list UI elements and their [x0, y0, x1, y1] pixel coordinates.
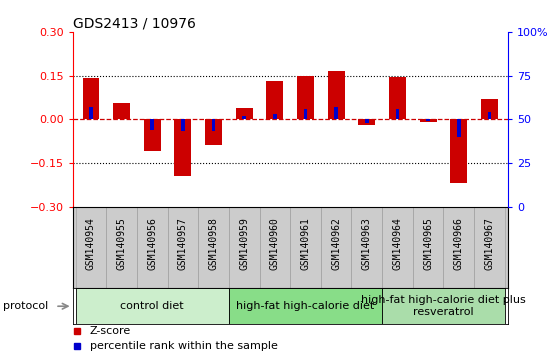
- Bar: [444, 207, 474, 289]
- Bar: [358, 119, 375, 125]
- Bar: [450, 119, 467, 183]
- Text: protocol: protocol: [3, 301, 49, 311]
- Text: GSM140964: GSM140964: [392, 217, 402, 270]
- Bar: [211, 119, 215, 131]
- Bar: [83, 78, 99, 119]
- Bar: [198, 207, 229, 289]
- Bar: [488, 112, 491, 119]
- Text: GSM140961: GSM140961: [301, 217, 310, 270]
- Text: GSM140958: GSM140958: [209, 217, 219, 270]
- Bar: [457, 119, 460, 137]
- Bar: [481, 99, 498, 119]
- Bar: [106, 207, 137, 289]
- Bar: [229, 289, 382, 324]
- Bar: [420, 119, 436, 122]
- Bar: [229, 207, 259, 289]
- Bar: [167, 207, 198, 289]
- Text: Z-score: Z-score: [90, 326, 131, 337]
- Text: GSM140960: GSM140960: [270, 217, 280, 270]
- Text: GSM140962: GSM140962: [331, 217, 341, 270]
- Text: GSM140967: GSM140967: [484, 217, 494, 270]
- Bar: [89, 107, 93, 119]
- Bar: [474, 207, 505, 289]
- Bar: [259, 207, 290, 289]
- Bar: [75, 207, 106, 289]
- Text: GSM140963: GSM140963: [362, 217, 372, 270]
- Text: GSM140957: GSM140957: [178, 217, 188, 270]
- Text: control diet: control diet: [121, 301, 184, 311]
- Bar: [382, 289, 505, 324]
- Bar: [328, 71, 345, 119]
- Bar: [273, 114, 277, 119]
- Bar: [242, 116, 246, 119]
- Bar: [321, 207, 352, 289]
- Text: percentile rank within the sample: percentile rank within the sample: [90, 342, 278, 352]
- Text: GSM140954: GSM140954: [86, 217, 96, 270]
- Bar: [137, 207, 167, 289]
- Bar: [352, 207, 382, 289]
- Bar: [113, 103, 130, 119]
- Text: GSM140955: GSM140955: [117, 217, 127, 270]
- Text: GSM140966: GSM140966: [454, 217, 464, 270]
- Bar: [175, 119, 191, 176]
- Bar: [75, 289, 229, 324]
- Bar: [266, 81, 283, 119]
- Text: high-fat high-calorie diet: high-fat high-calorie diet: [237, 301, 374, 311]
- Bar: [181, 119, 185, 131]
- Bar: [334, 107, 338, 119]
- Bar: [290, 207, 321, 289]
- Bar: [304, 109, 307, 119]
- Text: GSM140956: GSM140956: [147, 217, 157, 270]
- Bar: [389, 77, 406, 119]
- Bar: [297, 75, 314, 119]
- Bar: [382, 207, 413, 289]
- Bar: [426, 119, 430, 121]
- Bar: [413, 207, 444, 289]
- Text: high-fat high-calorie diet plus
resveratrol: high-fat high-calorie diet plus resverat…: [361, 296, 526, 317]
- Bar: [205, 119, 222, 145]
- Bar: [144, 119, 161, 151]
- Bar: [365, 119, 369, 123]
- Text: GSM140965: GSM140965: [423, 217, 433, 270]
- Text: GSM140959: GSM140959: [239, 217, 249, 270]
- Bar: [150, 119, 154, 130]
- Text: GDS2413 / 10976: GDS2413 / 10976: [73, 17, 195, 31]
- Bar: [236, 108, 253, 119]
- Bar: [396, 109, 400, 119]
